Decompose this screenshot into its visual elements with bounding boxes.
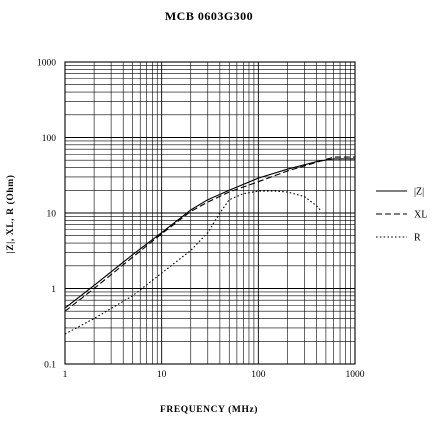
x-tick-label: 1 xyxy=(63,370,68,380)
chart-title: MCB 0603G300 xyxy=(165,9,253,23)
series-lines xyxy=(64,156,355,335)
y-axis-title: |Z|, XL, R (Ohm) xyxy=(5,175,16,254)
legend: |Z| XL R xyxy=(376,187,427,244)
series-line-0 xyxy=(64,158,355,309)
x-axis-title: FREQUENCY (MHz) xyxy=(160,404,258,415)
legend-label: |Z| xyxy=(414,187,424,198)
legend-label: R xyxy=(414,233,421,244)
x-tick-label: 1000 xyxy=(346,370,365,380)
y-tick-label: 1 xyxy=(51,285,56,295)
y-tick-label: 10 xyxy=(47,210,57,220)
y-tick-label: 0.1 xyxy=(44,361,56,371)
grid xyxy=(64,61,356,365)
plot-frame xyxy=(64,61,356,365)
x-tick-label: 10 xyxy=(157,370,167,380)
tick-labels: 1 10 100 1000 0.1 1 10 100 1000 xyxy=(37,59,365,381)
series-line-2 xyxy=(64,190,322,335)
y-tick-label: 1000 xyxy=(37,59,56,69)
legend-label: XL xyxy=(414,210,427,221)
y-tick-label: 100 xyxy=(42,134,57,144)
x-tick-label: 100 xyxy=(251,370,266,380)
series-line-1 xyxy=(64,156,355,312)
